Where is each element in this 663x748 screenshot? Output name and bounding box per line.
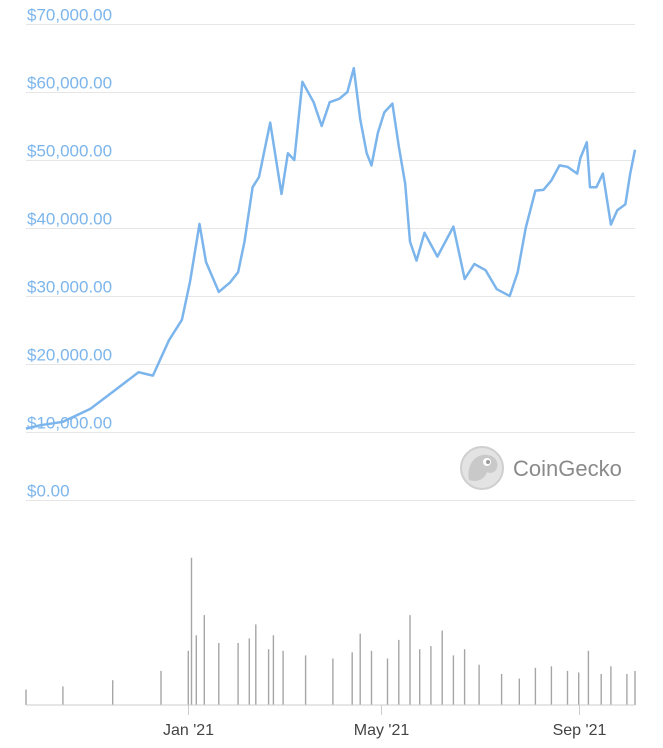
x-tick-label: Sep '21 [553,722,607,739]
volume-bar [587,650,590,706]
volume-bar [500,674,503,705]
volume-bar [419,649,421,705]
volume-bar [112,680,114,705]
coingecko-gecko-icon [460,446,504,490]
volume-bar [441,630,443,705]
volume-bar [359,633,361,705]
volume-bar [634,670,636,705]
y-tick-label: $0.00 [27,482,70,501]
x-tick-label: May '21 [354,722,410,739]
y-tick-label: $20,000.00 [27,346,112,365]
volume-bar [626,674,628,705]
volume-bar [370,650,373,706]
volume-bar [610,666,612,706]
volume-bar [237,643,239,705]
coingecko-watermark: CoinGecko [460,446,622,490]
y-tick-label: $30,000.00 [27,278,112,297]
volume-bar [351,652,353,705]
y-tick-label: $50,000.00 [27,142,112,161]
volume-bar [386,658,389,705]
volume-bar [304,655,307,705]
price-line [25,66,637,430]
y-tick-label: $40,000.00 [27,210,112,229]
volume-bar-series [25,557,636,706]
volume-bar [267,649,270,705]
volume-bar [398,639,400,705]
volume-bar [218,643,220,705]
volume-bar [534,667,537,705]
x-tick-label: Jan '21 [163,722,214,739]
price-gridlines [26,24,635,501]
volume-bar [25,689,27,705]
volume-bar [195,635,197,706]
volume-bar [255,624,257,705]
volume-bar [452,655,455,705]
volume-bar [62,686,64,705]
volume-bar [600,674,602,705]
volume-bar [550,666,553,706]
volume-bar [190,557,193,706]
volume-bar [282,650,284,706]
volume-bar [566,670,569,705]
watermark-text: CoinGecko [513,456,622,481]
x-axis: Jan '21 May '21 Sep '21 [163,705,607,739]
y-tick-label: $60,000.00 [27,74,112,93]
volume-bar [430,646,432,705]
y-tick-label: $10,000.00 [27,414,112,433]
volume-bar [478,664,480,705]
y-tick-label: $70,000.00 [27,6,112,25]
volume-bar [463,649,466,705]
volume-bar [272,635,275,706]
price-line-series [25,66,637,430]
volume-bar [248,638,250,705]
volume-bar [518,678,520,705]
price-y-axis: $0.00 $10,000.00 $20,000.00 $30,000.00 $40,0… [27,6,112,501]
volume-bar [332,658,334,705]
volume-bar [203,615,205,705]
volume-bar [409,615,411,705]
volume-bar [578,672,580,705]
volume-bar [187,650,189,706]
volume-bar [160,670,162,705]
